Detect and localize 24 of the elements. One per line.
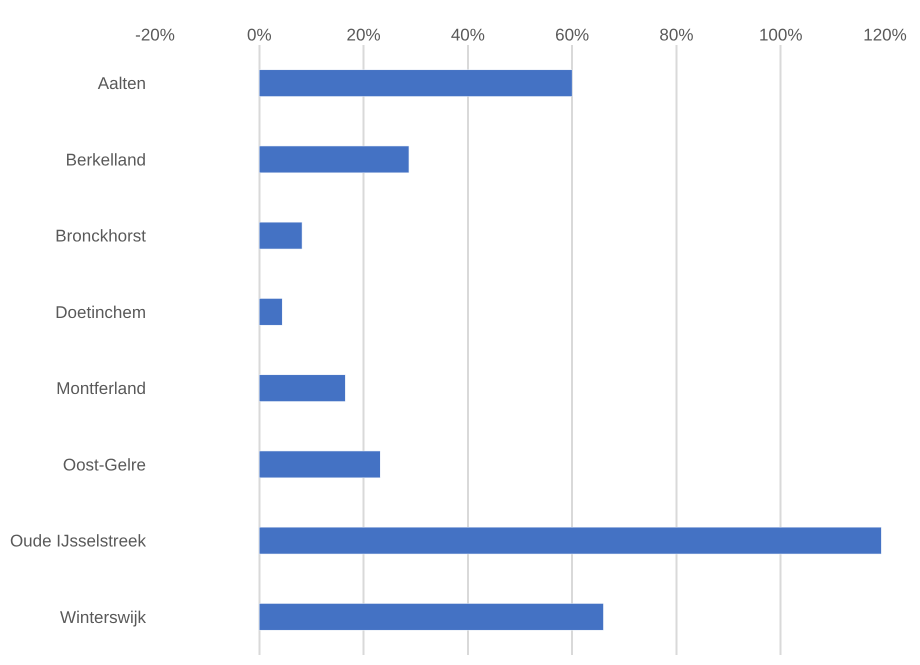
bar [259, 450, 381, 478]
y-tick-label: Doetinchem [55, 302, 146, 322]
bar [259, 70, 572, 97]
x-tick-label: -20% [135, 26, 175, 45]
x-tick-label: 0% [247, 26, 272, 45]
bar [259, 222, 302, 250]
y-tick-label: Aalten [98, 74, 146, 94]
x-tick-label: 80% [659, 26, 694, 45]
y-tick-label: Bronckhorst [55, 226, 146, 246]
y-tick-label: Montferland [56, 379, 146, 398]
bar [259, 298, 282, 326]
y-tick-label: Berkelland [66, 150, 146, 170]
x-tick-label: 60% [555, 26, 590, 45]
x-tick-label: 20% [346, 26, 381, 45]
x-tick-label: 100% [758, 26, 802, 45]
bar [259, 146, 410, 173]
y-tick-label: Oude IJsselstreek [10, 532, 146, 551]
y-tick-label: Oost-Gelre [62, 455, 146, 474]
bar [259, 603, 604, 630]
x-tick-label: 40% [450, 26, 485, 45]
bar [259, 527, 882, 554]
y-tick-label: Winterswijk [60, 608, 146, 627]
x-tick-label: 120% [863, 26, 907, 45]
bar [259, 374, 346, 402]
